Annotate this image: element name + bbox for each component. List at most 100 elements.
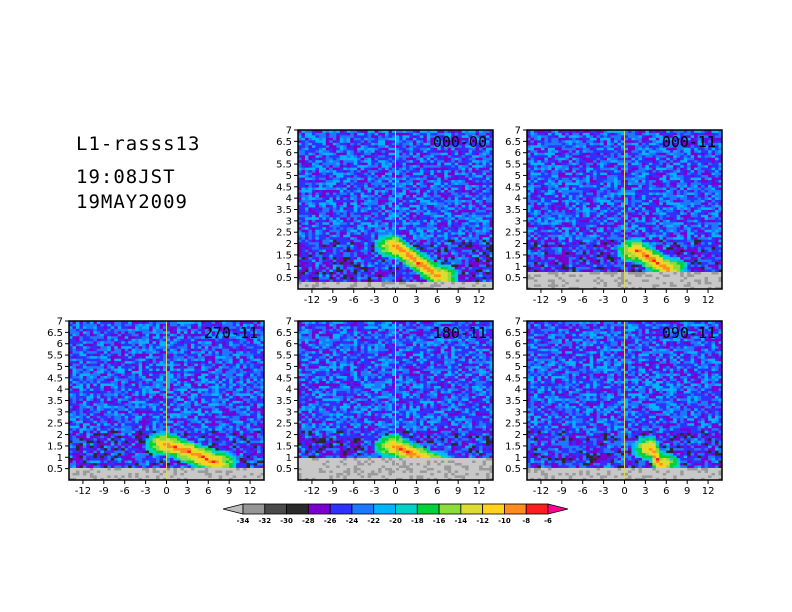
heatmap-cell: [565, 177, 569, 180]
heatmap-cell: [347, 227, 351, 230]
heatmap-cell: [448, 247, 452, 250]
heatmap-cell: [455, 267, 459, 270]
heatmap-cell: [569, 185, 573, 188]
heatmap-cell: [455, 182, 459, 185]
heatmap-cell: [434, 175, 438, 178]
heatmap-cell: [378, 227, 382, 230]
heatmap-cell: [472, 210, 476, 213]
heatmap-cell: [322, 212, 326, 215]
heatmap-cell: [378, 172, 382, 175]
heatmap-cell: [534, 180, 538, 183]
heatmap-cell: [319, 197, 323, 200]
heatmap-cell: [340, 195, 344, 198]
heatmap-cell: [597, 247, 601, 250]
heatmap-cell: [565, 157, 569, 160]
heatmap-cell: [444, 274, 448, 277]
heatmap-cell: [423, 284, 427, 287]
heatmap-cell: [402, 145, 406, 148]
heatmap-cell: [416, 257, 420, 260]
heatmap-cell: [597, 262, 601, 265]
heatmap-cell: [569, 237, 573, 240]
heatmap-cell: [413, 192, 417, 195]
heatmap-cell: [329, 257, 333, 260]
heatmap-cell: [368, 167, 372, 170]
heatmap-cell: [305, 244, 309, 247]
heatmap-cell: [378, 224, 382, 227]
heatmap-cell: [402, 259, 406, 262]
heatmap-cell: [329, 170, 333, 173]
heatmap-cell: [548, 165, 552, 168]
heatmap-cell: [548, 267, 552, 270]
heatmap-cell: [537, 155, 541, 158]
heatmap-cell: [548, 162, 552, 165]
heatmap-cell: [382, 217, 386, 220]
heatmap-cell: [565, 180, 569, 183]
heatmap-cell: [562, 284, 566, 287]
heatmap-cell: [350, 167, 354, 170]
heatmap-cell: [413, 197, 417, 200]
heatmap-cell: [312, 234, 316, 237]
heatmap-cell: [576, 200, 580, 203]
heatmap-cell: [530, 279, 534, 282]
heatmap-cell: [572, 150, 576, 153]
heatmap-cell: [548, 262, 552, 265]
heatmap-cell: [593, 282, 597, 285]
heatmap-cell: [389, 214, 393, 217]
heatmap-cell: [333, 142, 337, 145]
heatmap-cell: [375, 244, 379, 247]
heatmap-cell: [402, 202, 406, 205]
heatmap-cell: [597, 234, 601, 237]
heatmap-cell: [301, 237, 305, 240]
heatmap-cell: [483, 257, 487, 260]
heatmap-cell: [455, 160, 459, 163]
heatmap-cell: [308, 170, 312, 173]
heatmap-cell: [548, 180, 552, 183]
heatmap-cell: [576, 264, 580, 267]
heatmap-cell: [551, 272, 555, 275]
heatmap-cell: [423, 150, 427, 153]
heatmap-cell: [385, 137, 389, 140]
heatmap-cell: [347, 202, 351, 205]
heatmap-cell: [347, 177, 351, 180]
heatmap-cell: [305, 177, 309, 180]
heatmap-cell: [541, 142, 545, 145]
heatmap-cell: [420, 132, 424, 135]
heatmap-cell: [586, 135, 590, 138]
heatmap-cell: [555, 205, 559, 208]
heatmap-cell: [472, 172, 476, 175]
heatmap-cell: [382, 160, 386, 163]
heatmap-cell: [600, 284, 604, 287]
heatmap-cell: [558, 259, 562, 262]
heatmap-cell: [343, 145, 347, 148]
heatmap-cell: [472, 272, 476, 275]
heatmap-cell: [315, 277, 319, 280]
heatmap-cell: [375, 175, 379, 178]
heatmap-cell: [572, 212, 576, 215]
heatmap-cell: [576, 185, 580, 188]
heatmap-cell: [312, 187, 316, 190]
heatmap-cell: [413, 140, 417, 143]
heatmap-cell: [572, 274, 576, 277]
heatmap-cell: [572, 177, 576, 180]
heatmap-cell: [486, 259, 490, 262]
heatmap-cell: [579, 162, 583, 165]
heatmap-cell: [562, 219, 566, 222]
heatmap-cell: [350, 195, 354, 198]
heatmap-cell: [326, 177, 330, 180]
heatmap-cell: [340, 217, 344, 220]
heatmap-cell: [555, 137, 559, 140]
heatmap-cell: [551, 160, 555, 163]
heatmap-cell: [305, 279, 309, 282]
heatmap-cell: [479, 197, 483, 200]
heatmap-cell: [437, 224, 441, 227]
heatmap-cell: [416, 200, 420, 203]
heatmap-cell: [357, 254, 361, 257]
heatmap-cell: [340, 227, 344, 230]
heatmap-cell: [371, 247, 375, 250]
heatmap-cell: [555, 227, 559, 230]
heatmap-cell: [305, 155, 309, 158]
heatmap-cell: [530, 197, 534, 200]
heatmap-cell: [448, 227, 452, 230]
heatmap-cell: [434, 160, 438, 163]
heatmap-cell: [544, 214, 548, 217]
